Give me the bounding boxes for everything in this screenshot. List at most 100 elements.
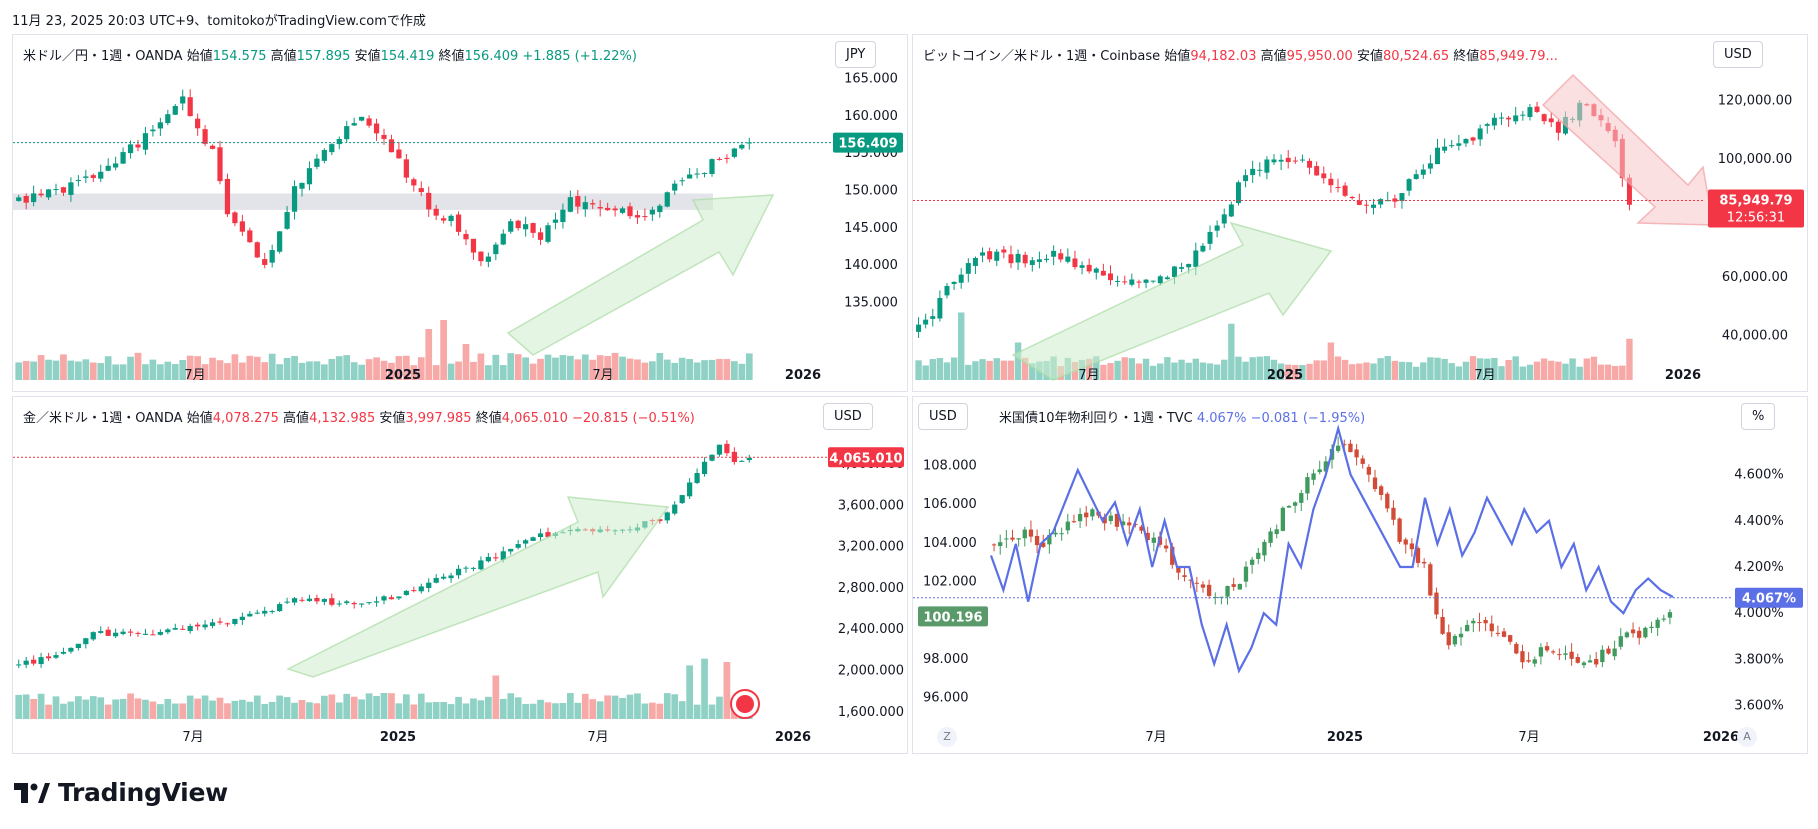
candle-body [1498, 117, 1504, 119]
candle-body [627, 206, 633, 217]
volume-bar [1000, 360, 1008, 380]
volume-bar [142, 364, 149, 380]
usdjpy-chart-canvas[interactable]: 135.000140.000145.000150.000155.000160.0… [13, 35, 907, 391]
volume-bar [522, 703, 529, 719]
volume-bar [365, 359, 373, 380]
volume-bar [1363, 362, 1370, 380]
tradingview-logo-icon [14, 782, 50, 803]
volume-bar [1427, 357, 1434, 380]
currency-selector[interactable]: JPY [835, 41, 877, 68]
candle-body [1170, 546, 1175, 565]
left-currency-selector[interactable]: USD [918, 403, 968, 430]
btcusd-chart-canvas[interactable]: 40,000.0060,000.0080,000.00100,000.00120… [913, 35, 1807, 391]
volume-bar [82, 359, 90, 380]
candle-body [1108, 273, 1113, 281]
candle-body [1044, 258, 1050, 260]
volume-bar [365, 693, 373, 719]
zoom-button[interactable]: Z [937, 727, 957, 747]
xauusd-chart-canvas[interactable]: 1,600.000 2,000.000 2,400.000 2,800.000 3,20… [13, 397, 907, 753]
y-tick-label: 2,400.000 [838, 622, 904, 637]
candle-body [1463, 138, 1469, 144]
volume-bar [164, 361, 172, 380]
panel-xauusd[interactable]: 金／米ドル・1週・OANDA 始値4,078.275 高値4,132.985 安… [12, 396, 908, 754]
y-tick-label: 150.000 [844, 184, 898, 199]
high-value: 157.895 [296, 49, 351, 64]
candle-body [344, 126, 350, 140]
volume-bar [268, 353, 276, 380]
candle-body [605, 207, 611, 211]
volume-bar [462, 344, 470, 380]
candle-body [68, 182, 74, 195]
candle-body [1305, 477, 1310, 494]
candle-body [291, 598, 298, 603]
volume-bar [1306, 363, 1313, 380]
candle-body [724, 443, 730, 454]
candle-body [694, 472, 700, 483]
volume-bar [1135, 363, 1143, 380]
candle-body [83, 176, 89, 178]
volume-bar [410, 704, 418, 719]
x-tick-label: 7月 [1145, 730, 1166, 745]
volume-bar [626, 358, 634, 380]
volume-bar [492, 675, 500, 719]
candle-body [1483, 620, 1488, 624]
candle-body [1348, 443, 1353, 453]
candle-body [1120, 521, 1126, 526]
volume-bar [253, 695, 261, 719]
tradingview-logo[interactable]: TradingView [14, 778, 228, 807]
volume-bar [678, 701, 686, 719]
volume-bar [335, 702, 343, 719]
volume-bar [1185, 362, 1192, 380]
candle-body [1022, 529, 1027, 539]
candle-body [172, 105, 178, 115]
candle-body [1176, 566, 1181, 573]
dxy-us10y-chart-canvas[interactable]: 96.00098.000100.000102.000104.000106.000… [913, 397, 1807, 753]
candle-body [247, 230, 253, 243]
candle-body [1335, 445, 1341, 451]
volume-bar [209, 357, 216, 380]
volume-bar [915, 360, 922, 380]
candle-body [418, 188, 424, 193]
volume-bar [1434, 357, 1441, 380]
panel-usdjpy[interactable]: 米ドル／円・1週・OANDA 始値154.575 高値157.895 安値154… [12, 34, 908, 392]
candle-body [916, 324, 922, 332]
candle-body [1100, 270, 1106, 276]
volume-bar [440, 702, 447, 719]
candle-body [426, 192, 432, 210]
candle-body [537, 533, 544, 538]
candle-body [411, 179, 417, 186]
candle-body [90, 632, 96, 640]
candle-body [135, 632, 141, 634]
volume-bar [291, 702, 298, 719]
candle-body [1036, 259, 1042, 262]
candle-body [944, 285, 950, 296]
volume-bar [321, 364, 328, 380]
candle-body [930, 316, 936, 319]
candle-body [1321, 173, 1327, 179]
volume-bar [649, 702, 656, 719]
candle-body [537, 232, 544, 240]
candle-body [284, 601, 290, 603]
candle-body [262, 259, 268, 265]
auto-scale-button[interactable]: A [1737, 727, 1757, 747]
currency-selector[interactable]: USD [823, 403, 873, 430]
volume-bar [552, 703, 559, 719]
candle-body [1065, 256, 1071, 262]
panel-btcusd[interactable]: ビットコイン／米ドル・1週・Coinbase 始値94,182.03 高値95,… [912, 34, 1808, 392]
candle-body [1114, 513, 1120, 527]
volume-bar [276, 364, 283, 380]
right-unit-selector[interactable]: % [1741, 403, 1776, 430]
volume-bar [67, 360, 75, 380]
candle-body [329, 598, 335, 605]
candle-body [120, 631, 126, 634]
volume-bar [1441, 358, 1448, 380]
low-value: 80,524.65 [1382, 49, 1450, 64]
currency-selector[interactable]: USD [1713, 41, 1763, 68]
candle-body [1372, 477, 1378, 490]
volume-bar [477, 700, 485, 719]
candle-body [1409, 543, 1415, 550]
panel-dxy-us10y[interactable]: USD 米国債10年物利回り・1週・TVC 4.067% −0.081 (−1.… [912, 396, 1808, 754]
candle-body [1071, 521, 1077, 523]
candle-body [1427, 163, 1433, 169]
candle-body [649, 209, 655, 215]
